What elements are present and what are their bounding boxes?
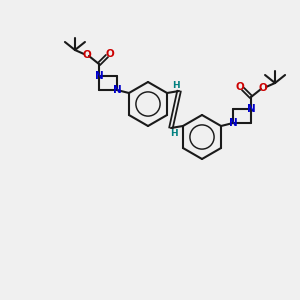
Text: N: N (112, 85, 121, 95)
Text: N: N (94, 71, 103, 81)
Text: H: H (172, 80, 180, 89)
Text: N: N (229, 118, 237, 128)
Text: O: O (236, 82, 244, 92)
Text: H: H (170, 130, 178, 139)
Text: O: O (259, 83, 267, 93)
Text: O: O (82, 50, 91, 60)
Text: O: O (106, 49, 114, 59)
Text: N: N (247, 104, 255, 114)
